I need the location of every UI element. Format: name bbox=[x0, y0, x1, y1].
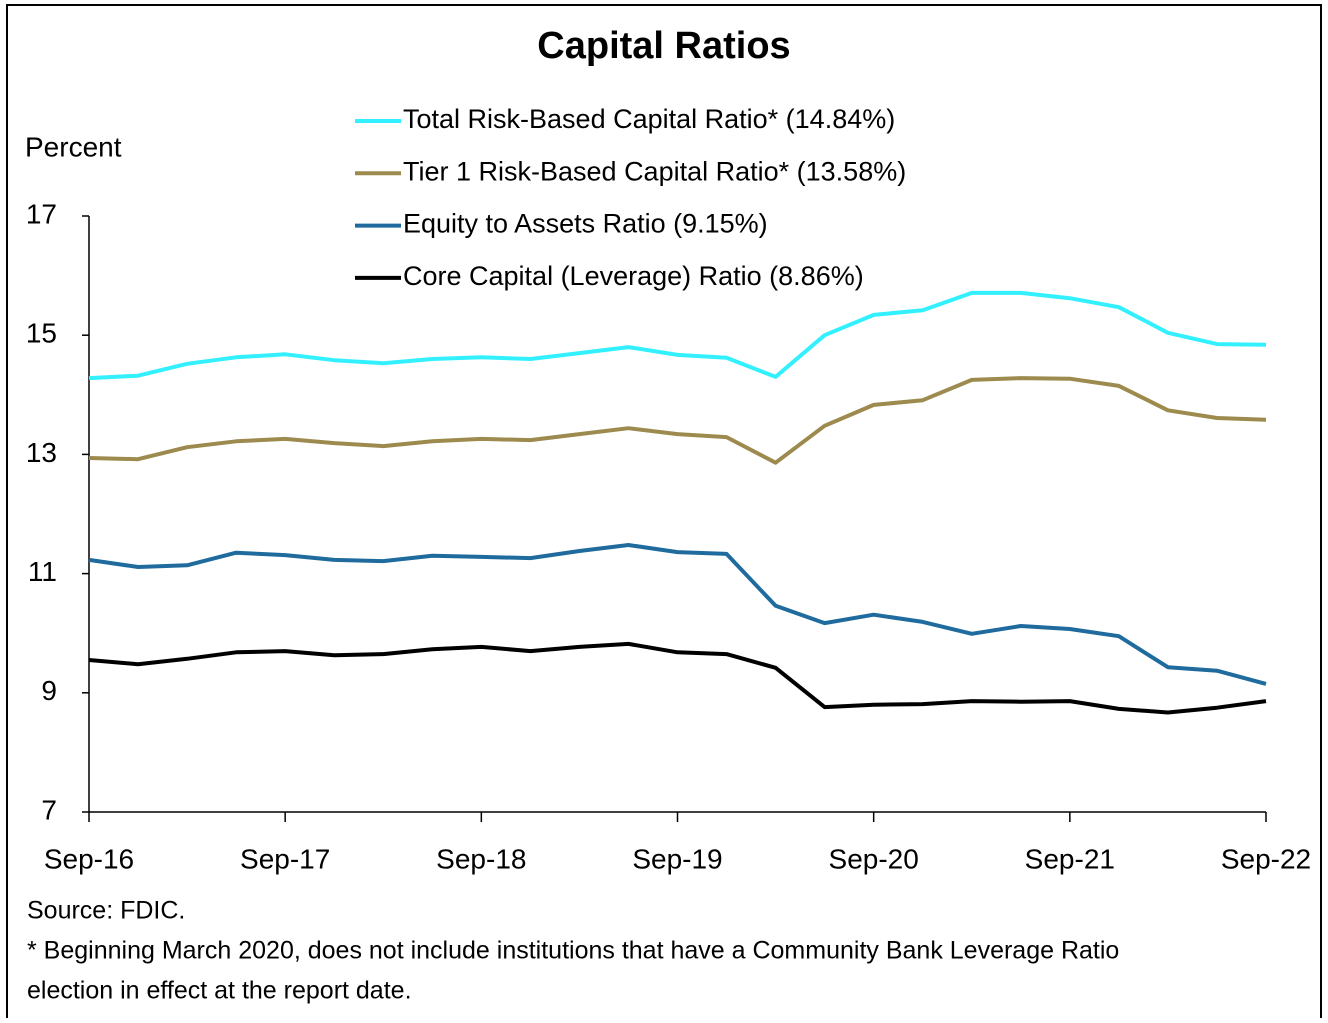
y-tick-label: 7 bbox=[41, 794, 57, 825]
legend-label: Equity to Assets Ratio (9.15%) bbox=[403, 209, 768, 239]
x-tick-label: Sep-17 bbox=[240, 843, 330, 874]
legend-label: Core Capital (Leverage) Ratio (8.86%) bbox=[403, 261, 864, 291]
legend-label: Total Risk-Based Capital Ratio* (14.84%) bbox=[403, 104, 895, 134]
series-line bbox=[88, 543, 1267, 686]
x-tick-label: Sep-16 bbox=[44, 843, 134, 874]
y-axis-label: Percent bbox=[25, 131, 122, 162]
y-tick-label: 15 bbox=[26, 318, 57, 349]
x-tick-label: Sep-20 bbox=[829, 843, 919, 874]
series-line bbox=[88, 641, 1267, 715]
series-line bbox=[88, 376, 1267, 465]
footnote: Source: FDIC. bbox=[27, 897, 185, 925]
y-tick-label: 13 bbox=[26, 437, 57, 468]
frame bbox=[6, 4, 1322, 1023]
y-tick-label: 11 bbox=[28, 556, 57, 587]
x-tick-label: Sep-22 bbox=[1221, 843, 1311, 874]
footnote: * Beginning March 2020, does not include… bbox=[27, 937, 1119, 965]
series-line bbox=[88, 290, 1267, 381]
x-tick-label: Sep-18 bbox=[436, 843, 526, 874]
x-tick-label: Sep-19 bbox=[632, 843, 722, 874]
y-tick-label: 17 bbox=[26, 198, 57, 229]
legend-label: Tier 1 Risk-Based Capital Ratio* (13.58%… bbox=[403, 156, 906, 186]
footnote: election in effect at the report date. bbox=[27, 977, 412, 1005]
chart-title: Capital Ratios bbox=[537, 25, 790, 67]
x-tick-label: Sep-21 bbox=[1025, 843, 1115, 874]
y-tick-label: 9 bbox=[41, 675, 57, 706]
